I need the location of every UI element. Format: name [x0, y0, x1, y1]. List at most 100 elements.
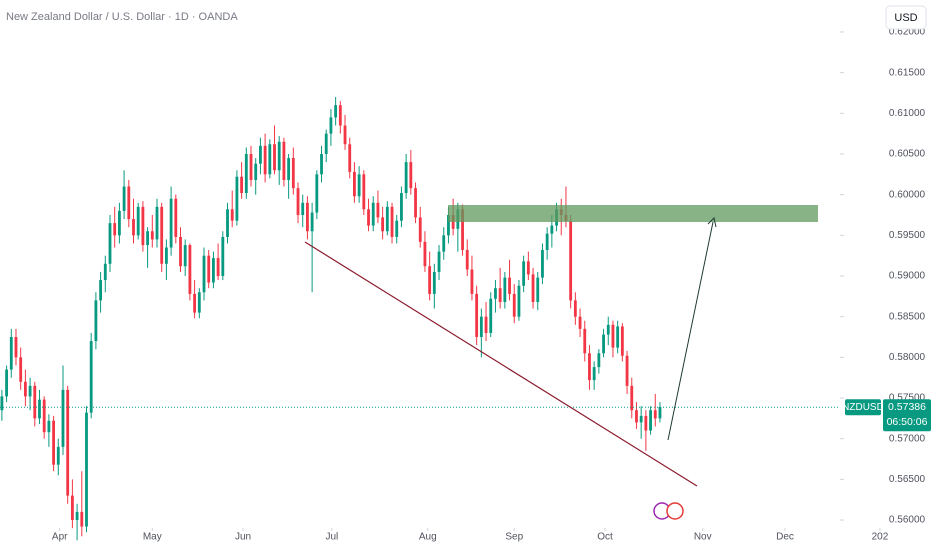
candle-body: [122, 186, 126, 211]
candle-body: [545, 233, 549, 250]
candle-body: [249, 153, 253, 181]
candle-body: [400, 193, 403, 221]
y-tick-label: 0.58500: [889, 311, 926, 322]
candle-body: [277, 141, 281, 171]
x-tick-label: Apr: [52, 532, 68, 543]
y-tick-label: 0.56500: [889, 474, 926, 485]
candle-body: [221, 236, 225, 276]
x-tick-label: Nov: [694, 532, 712, 543]
y-tick-label: 0.61000: [889, 108, 926, 119]
candle-body: [635, 410, 638, 423]
candle-body: [432, 271, 436, 294]
resistance-zone[interactable]: [448, 205, 818, 222]
candle-body: [202, 255, 206, 293]
candle-body: [179, 236, 182, 267]
y-tick-label: 0.56000: [889, 515, 926, 526]
candle-body: [315, 174, 319, 213]
candle-body: [329, 117, 333, 134]
countdown-label: 06:50:06: [887, 416, 928, 428]
candle-body: [522, 261, 526, 286]
candle-body: [465, 249, 469, 270]
candle-body: [19, 357, 23, 382]
candle-body: [428, 266, 432, 294]
candle-body: [503, 277, 507, 303]
candle-body: [42, 399, 46, 433]
candle-body: [301, 202, 305, 215]
candle-body: [498, 288, 502, 303]
currency-button[interactable]: [885, 5, 927, 30]
event-icon[interactable]: [666, 502, 684, 520]
candle-body: [132, 219, 135, 236]
candle-body: [630, 385, 634, 411]
y-tick-label: 0.57500: [889, 393, 926, 404]
x-tick-label: 202: [872, 532, 889, 543]
candle-body: [160, 206, 164, 264]
candle-body: [136, 206, 140, 236]
x-tick-label: Sep: [505, 532, 523, 543]
candle-body: [38, 399, 41, 419]
candle-body: [578, 316, 582, 329]
candle-body: [409, 162, 413, 189]
candle-body: [183, 245, 187, 267]
candle-body: [103, 263, 107, 281]
candle-body: [324, 133, 328, 154]
candle-body: [536, 277, 540, 303]
candle-body: [254, 163, 258, 181]
candle-body: [230, 209, 234, 221]
candle-body: [376, 202, 380, 218]
projection-arrow[interactable]: [667, 221, 714, 441]
candle-body: [197, 292, 201, 313]
candle-body: [320, 153, 323, 175]
candle-body: [461, 209, 464, 250]
candle-body: [47, 420, 51, 433]
candle-body: [169, 198, 173, 248]
price-tags: NZDUSD 0.57386 06:50:06: [842, 399, 931, 432]
candle-body: [174, 198, 178, 237]
candle-body: [602, 334, 605, 354]
candle-body: [639, 415, 643, 423]
candle-body: [259, 145, 262, 164]
currency-label[interactable]: USD: [894, 12, 917, 24]
x-tick-label: Jun: [235, 532, 251, 543]
candle-body: [127, 186, 131, 220]
arrow-head: [707, 217, 717, 228]
trend-line[interactable]: [304, 241, 698, 487]
candle-body: [14, 337, 18, 358]
candle-body: [484, 316, 488, 333]
candle-body: [395, 220, 399, 237]
candle-body: [357, 174, 361, 197]
candle-body: [240, 176, 244, 194]
candle-body: [390, 206, 394, 237]
candle-body: [479, 316, 483, 338]
candle-body: [517, 285, 521, 317]
candle-body: [94, 300, 98, 342]
candle-body: [649, 410, 652, 431]
candle-body: [447, 214, 450, 236]
candle-body: [80, 511, 84, 527]
candle-body: [5, 369, 8, 397]
candle-body: [404, 162, 408, 194]
y-tick-label: 0.61500: [889, 67, 926, 78]
candle-body: [371, 202, 375, 226]
candle-body: [193, 293, 197, 313]
candle-body: [569, 220, 573, 301]
candle-body: [653, 410, 657, 419]
x-tick-label: May: [143, 532, 162, 543]
candle-body: [625, 355, 629, 386]
candle-body: [56, 446, 60, 465]
candle-body: [0, 396, 4, 411]
candle-body: [33, 385, 37, 419]
candle-body: [287, 158, 291, 181]
candle-body: [268, 144, 272, 175]
candle-body: [418, 217, 422, 242]
candle-body: [9, 337, 13, 370]
candle-body: [644, 415, 648, 431]
candle-body: [263, 145, 267, 175]
event-icons[interactable]: [653, 502, 684, 520]
candle-body: [66, 389, 70, 496]
candle-body: [526, 261, 530, 275]
y-tick-label: 0.62000: [889, 27, 926, 38]
candle-body: [353, 171, 356, 197]
candle-body: [423, 241, 427, 267]
candle-body: [573, 300, 577, 317]
